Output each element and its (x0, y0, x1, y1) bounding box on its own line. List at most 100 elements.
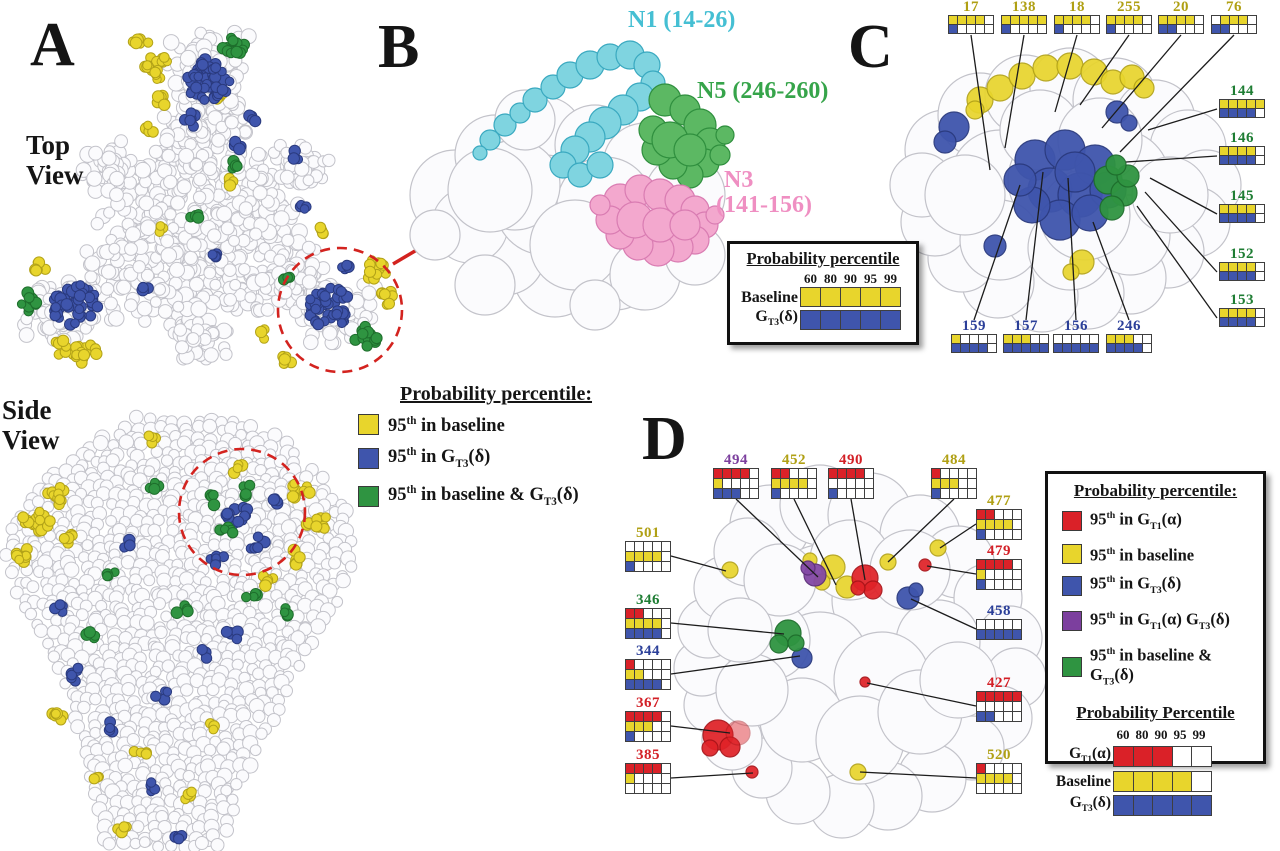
green-swatch (358, 485, 379, 507)
legend-a-item-baseline: 95th in baseline (358, 411, 592, 437)
percentile-grid (624, 711, 671, 742)
region-label-n3-name: N3 (724, 167, 754, 193)
percentile-grid (1053, 15, 1100, 34)
percentile-grid (1218, 99, 1265, 118)
percentile-grid (975, 691, 1022, 722)
rbd-structure-panel-d (670, 464, 1045, 839)
legend-a-title: Probability percentile: (400, 383, 593, 405)
annotation-residue-520: 520 (974, 748, 1024, 799)
top-view-label: Top View (26, 130, 84, 190)
spike-side-view-structure (0, 409, 358, 851)
annotation-residue-146: 146 (1217, 131, 1267, 170)
legend-a-item-both: 95th in baseline & GT3(δ) (358, 480, 592, 513)
legend-panel-d: Probability percentile: 95th in GT1(α) 9… (1045, 471, 1266, 817)
annotation-residue-494: 494 (711, 453, 761, 504)
percentile-grid (1105, 15, 1152, 34)
panel-c-letter: C (848, 13, 893, 81)
annotation-residue-246: 246 (1104, 319, 1154, 358)
annotation-residue-385: 385 (623, 748, 673, 799)
legend-d-table-title: Probability Percentile (1076, 702, 1235, 722)
ntd-structure-panel-b (409, 40, 735, 331)
annotation-residue-367: 367 (623, 696, 673, 747)
legend-d-title: Probability percentile: (1073, 481, 1238, 500)
percentile-grid (1105, 334, 1152, 353)
annotation-residue-152: 152 (1217, 247, 1267, 286)
percentile-grid (975, 763, 1022, 794)
red-dashed-circle-side (177, 447, 307, 577)
blue-swatch (1062, 575, 1082, 596)
percentile-grid (624, 541, 671, 572)
legend-panel-a: Probability percentile: 95th in baseline… (358, 383, 592, 513)
region-label-n3-range: (141-156) (716, 192, 812, 219)
legend-d-item-baseline: 95th in baseline (1062, 542, 1257, 566)
percentile-grid (1218, 308, 1265, 327)
panel-d-letter: D (642, 405, 687, 473)
baseline-percentile-cells (800, 287, 901, 307)
percentile-grid (975, 619, 1022, 640)
percentile-grid (1218, 146, 1265, 165)
red-dashed-circle-top (276, 246, 404, 374)
annotation-residue-479: 479 (974, 544, 1024, 595)
annotation-residue-452: 452 (769, 453, 819, 504)
region-label-n1: N1 (14-26) (628, 7, 736, 33)
percentile-grid (1002, 334, 1049, 353)
green-swatch (1062, 657, 1082, 678)
percentile-grid (624, 608, 671, 639)
annotation-residue-76: 76 (1209, 0, 1259, 39)
legend-a-item-label: 95th in GT3(δ) (388, 446, 491, 470)
legend-d-row-baseline: Baseline (1054, 770, 1257, 792)
annotation-residue-458: 458 (974, 604, 1024, 645)
annotation-residue-18: 18 (1052, 0, 1102, 39)
percentile-grid (1000, 15, 1047, 34)
annotation-residue-346: 346 (623, 593, 673, 644)
annotation-residue-20: 20 (1156, 0, 1206, 39)
annotation-residue-255: 255 (1104, 0, 1154, 39)
panel-b-letter: B (378, 13, 420, 81)
baseline-percentile-cells (1113, 770, 1212, 792)
percentile-column-headers: 60 80 90 95 99 (1116, 726, 1206, 742)
gt1-percentile-cells (1113, 746, 1212, 768)
percentile-grid (1052, 334, 1099, 353)
annotation-residue-344: 344 (623, 644, 673, 695)
legend-a-item-gt3: 95th in GT3(δ) (358, 442, 592, 475)
annotation-residue-477: 477 (974, 494, 1024, 545)
red-swatch (1062, 511, 1082, 532)
legend-d-item-gt1gt3: 95th in GT1(α) GT3(δ) (1062, 606, 1257, 637)
annotation-residue-484: 484 (929, 453, 979, 504)
legend-d-item-gt3: 95th in GT3(δ) (1062, 570, 1257, 601)
percentile-grid (950, 334, 997, 353)
legend-b-row-gt3: GT3(δ) (737, 307, 909, 332)
legend-a-item-label: 95th in baseline (388, 415, 505, 437)
annotation-residue-501: 501 (623, 526, 673, 577)
yellow-swatch (1062, 543, 1082, 564)
percentile-grid (947, 15, 994, 34)
purple-swatch (1062, 611, 1082, 632)
annotation-residue-427: 427 (974, 676, 1024, 727)
annotation-residue-144: 144 (1217, 84, 1267, 123)
percentile-grid (1218, 204, 1265, 223)
panel-a-letter: A (30, 11, 75, 79)
annotation-residue-17: 17 (946, 0, 996, 39)
legend-panel-b: Probability percentile 60 80 90 95 99 Baseli… (727, 241, 919, 345)
annotation-residue-159: 159 (949, 319, 999, 358)
percentile-grid (712, 468, 759, 499)
region-label-n3: N3 (141-156) (716, 167, 812, 218)
percentile-grid (930, 468, 977, 499)
annotation-residue-138: 138 (999, 0, 1049, 39)
gt3-percentile-cells (1113, 795, 1212, 817)
legend-d-item-both: 95th in baseline & GT3(δ) (1062, 642, 1257, 693)
percentile-grid (975, 509, 1022, 540)
annotation-residue-153: 153 (1217, 293, 1267, 332)
legend-d-row-gt1: GT1(α) (1054, 743, 1257, 771)
percentile-grid (624, 659, 671, 690)
legend-b-row-baseline: Baseline (737, 287, 909, 307)
annotation-residue-156: 156 (1051, 319, 1101, 358)
percentile-grid (624, 763, 671, 794)
region-label-n5: N5 (246-260) (697, 78, 829, 104)
percentile-column-headers: 60 80 90 95 99 (804, 271, 897, 286)
legend-a-item-label: 95th in baseline & GT3(δ) (388, 484, 579, 508)
yellow-swatch (358, 413, 379, 435)
ntd-structure-panel-c (889, 34, 1242, 333)
gt3-percentile-cells (800, 309, 901, 330)
percentile-grid (827, 468, 874, 499)
